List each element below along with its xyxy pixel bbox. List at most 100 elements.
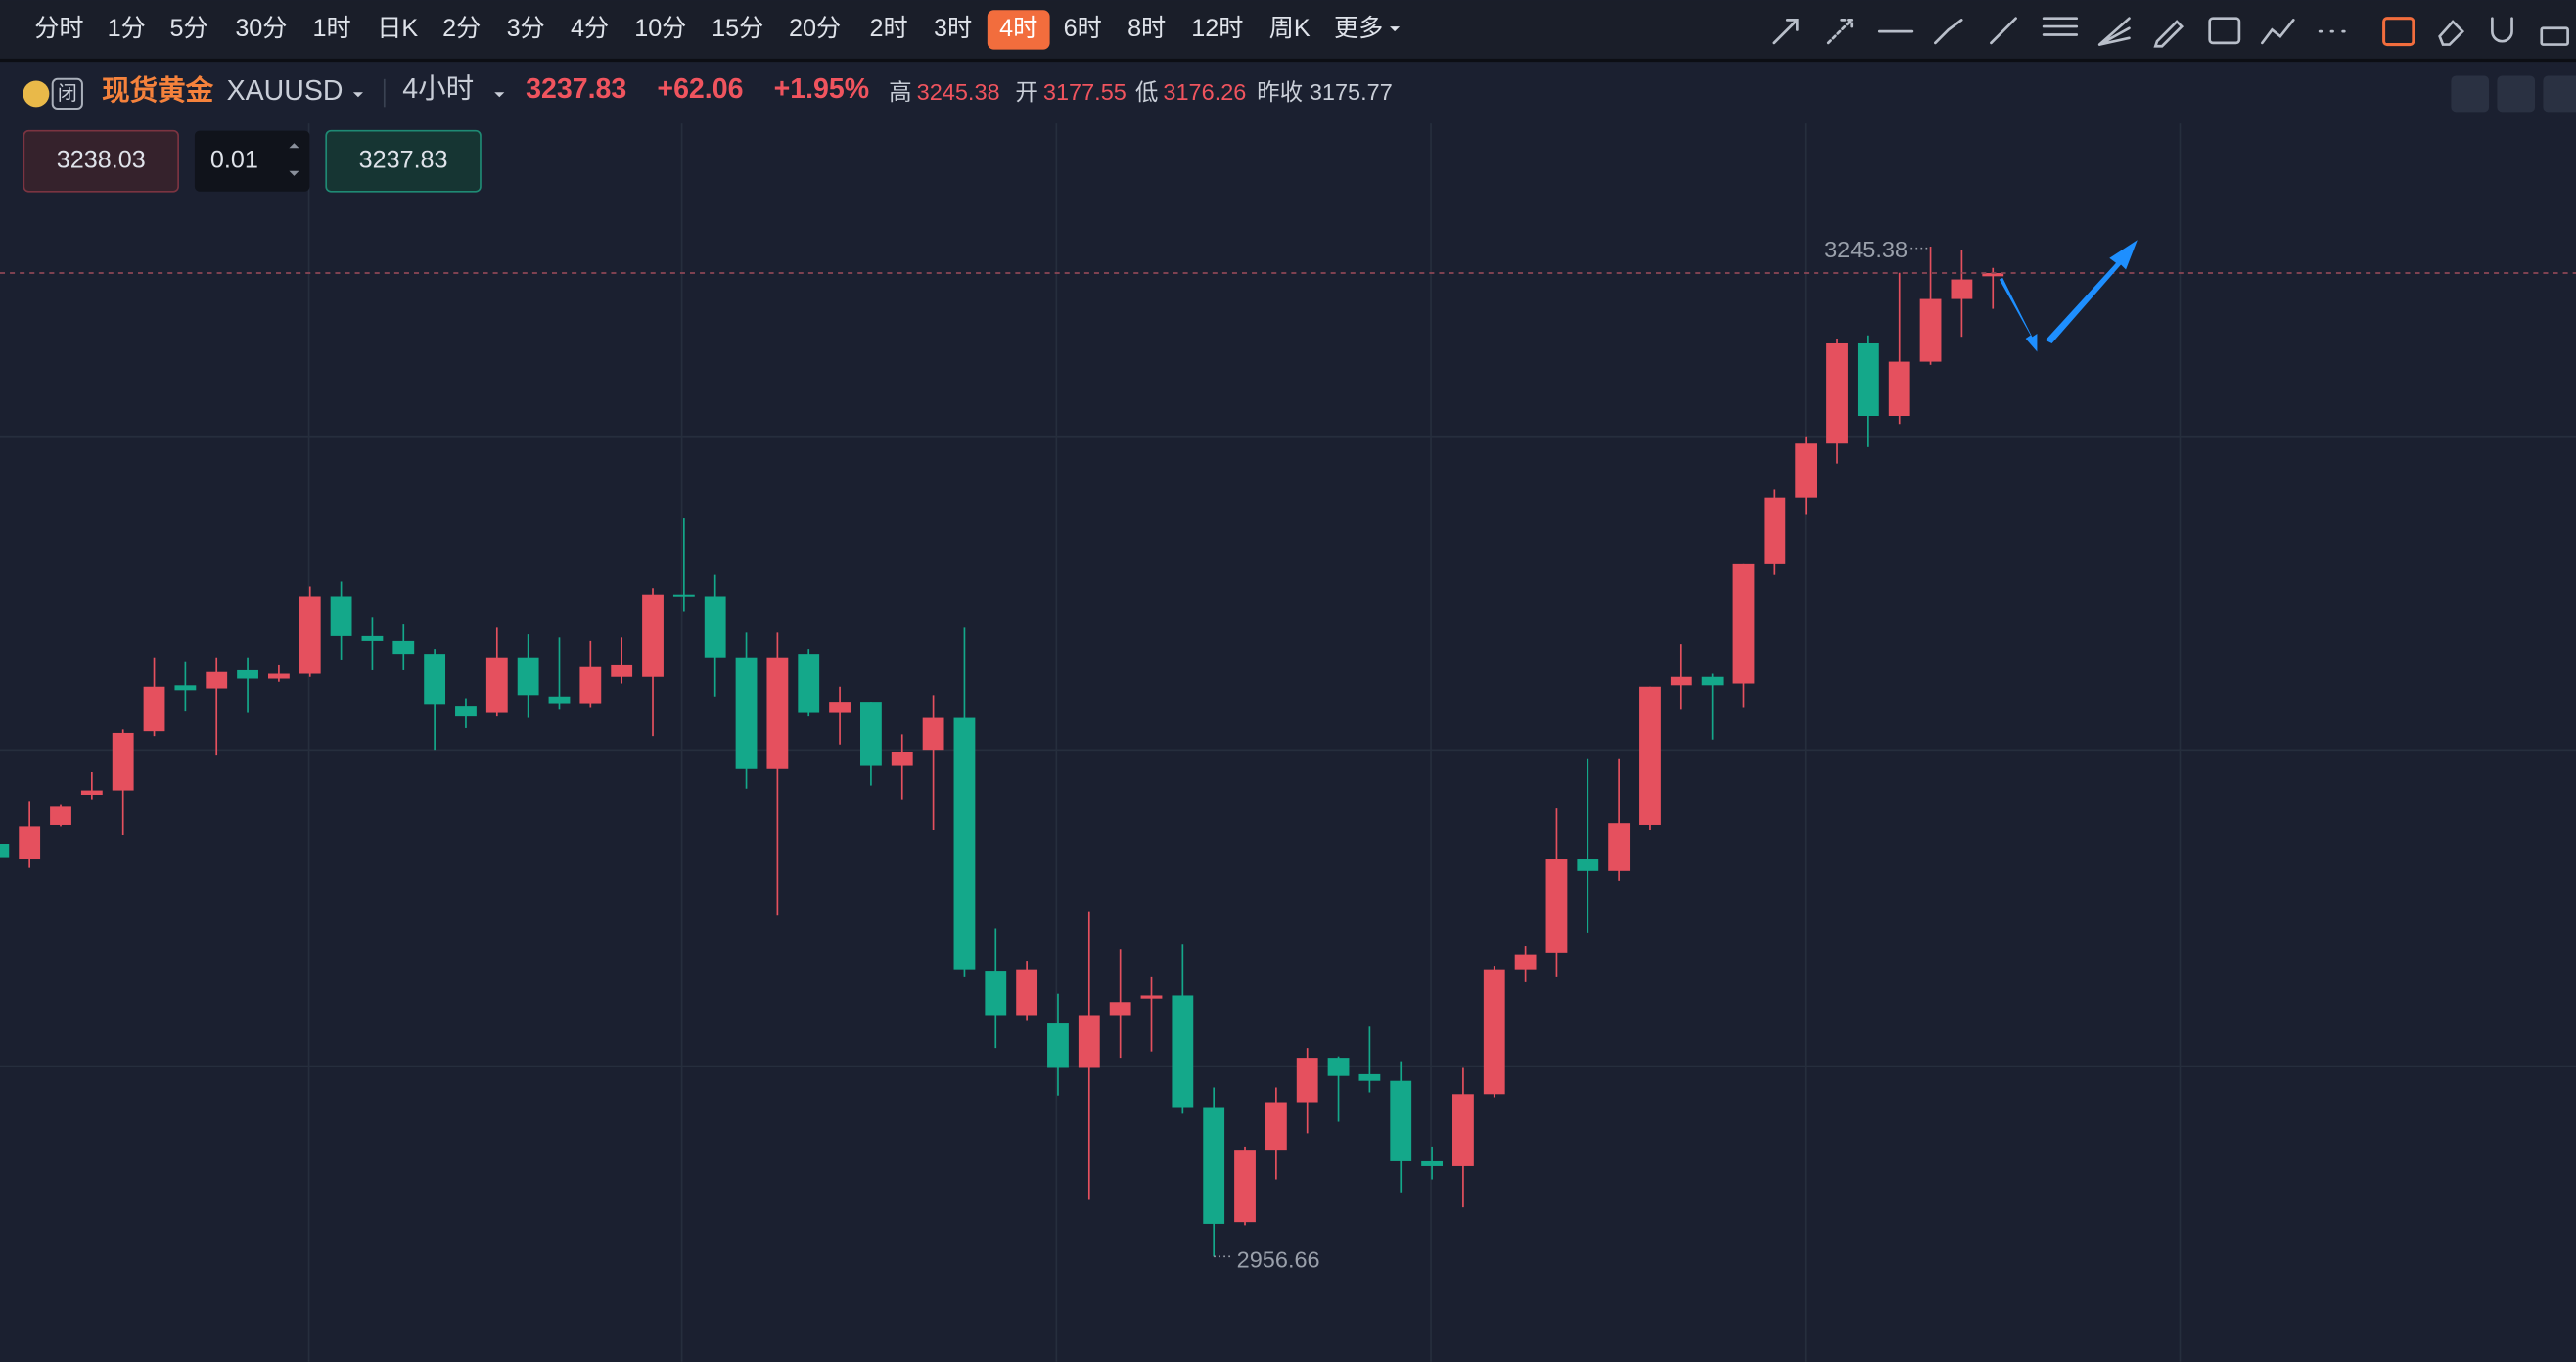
tool-icon[interactable] <box>2042 17 2079 36</box>
stat-label: 开 <box>1015 79 1038 105</box>
candle-body <box>50 806 71 825</box>
more-button[interactable]: 更多 <box>1334 15 1383 42</box>
candle-body <box>922 717 944 751</box>
tool-icon[interactable] <box>2208 17 2241 45</box>
candle-body <box>237 669 258 679</box>
timeframe-tab[interactable]: 6时 <box>1064 15 1102 42</box>
candle-body <box>1016 969 1038 1016</box>
caret <box>494 92 505 98</box>
candle-body <box>1047 1023 1069 1068</box>
quantity-input[interactable] <box>194 130 310 192</box>
drawn-arrow <box>1999 277 2038 352</box>
candle-body <box>1764 497 1786 564</box>
timeframe-tab[interactable]: 3时 <box>934 15 972 42</box>
timeframe-tab[interactable]: 8时 <box>1127 15 1166 42</box>
price-change: +62.06 <box>657 73 743 105</box>
symbol[interactable]: XAUUSD <box>227 75 344 107</box>
market-icon <box>23 80 50 108</box>
candle-body <box>1421 1160 1443 1166</box>
timeframe-tab[interactable]: 15分 <box>712 15 763 42</box>
tool-icon[interactable] <box>1990 17 2017 45</box>
candle-body <box>112 732 134 791</box>
candle-body <box>1514 954 1537 970</box>
caret <box>352 92 363 98</box>
candle-body <box>1857 342 1879 417</box>
timeframe-tab[interactable]: 20分 <box>789 15 841 42</box>
header-button[interactable] <box>2543 75 2576 113</box>
candle-body <box>1390 1080 1412 1161</box>
candle-body <box>1608 823 1631 871</box>
high-label: 3245.38 <box>1824 237 1908 262</box>
candle-body <box>299 596 321 674</box>
candle-body <box>953 717 976 970</box>
timeframe-tab[interactable]: 4分 <box>571 15 609 42</box>
header-button[interactable] <box>2497 75 2536 113</box>
tool-icon[interactable] <box>2153 20 2185 48</box>
candle-body <box>1732 563 1755 684</box>
tool-icon[interactable] <box>1826 19 1854 45</box>
candle-body <box>891 751 913 766</box>
header-button[interactable] <box>2451 75 2490 113</box>
last-price: 3237.83 <box>526 73 626 105</box>
low-label: 2956.66 <box>1237 1248 1320 1273</box>
instrument-name[interactable]: 现货黄金 <box>102 74 214 107</box>
candle-body <box>735 657 758 769</box>
badge: 闭 <box>58 82 77 105</box>
tool-icon[interactable] <box>2097 17 2131 46</box>
candle-body <box>1265 1102 1287 1151</box>
tool-icon[interactable] <box>2438 20 2465 46</box>
candle-body <box>1639 686 1661 825</box>
candle-body <box>1078 1015 1100 1068</box>
candle-body <box>1296 1058 1318 1103</box>
timeframe-tab[interactable]: 周K <box>1269 15 1311 42</box>
candle-body <box>1701 676 1724 686</box>
timeframe-tab[interactable]: 日K <box>377 15 418 42</box>
timeframe-tab[interactable]: 5分 <box>169 15 207 42</box>
candle-body <box>455 706 477 717</box>
stat-label: 低 <box>1135 79 1159 105</box>
timeframe-tabs: 分时 1分 5分 30分 1时 日K 2分 3分 4分 10分 15分 20分 2时 3时 4时 6时 8时 12… <box>34 10 1311 50</box>
tool-icon[interactable] <box>2382 17 2415 47</box>
candle-body <box>579 666 602 704</box>
tool-icon[interactable] <box>2491 17 2513 43</box>
timeframe-tab[interactable]: 分时 <box>34 15 83 42</box>
drawing-tools <box>1772 17 2569 48</box>
timeframe-tab[interactable]: 2分 <box>442 15 481 42</box>
candle-body <box>1234 1150 1256 1223</box>
candle-body <box>0 844 10 858</box>
timeframe-tab[interactable]: 30分 <box>235 15 287 42</box>
stat-value: 3175.77 <box>1310 79 1393 105</box>
candle-body <box>517 657 539 696</box>
buy-button[interactable] <box>325 129 482 193</box>
timeframe-tab[interactable]: 1时 <box>312 15 350 42</box>
sell-button[interactable] <box>23 129 179 193</box>
period[interactable]: 4小时 <box>402 73 474 105</box>
timeframe-tab[interactable]: 1分 <box>108 15 146 42</box>
timeframe-tab[interactable]: 3分 <box>507 15 545 42</box>
tool-icon[interactable] <box>1934 19 1963 45</box>
candle-body <box>860 702 882 766</box>
candle-body <box>1888 361 1910 417</box>
tool-icon[interactable] <box>2261 19 2295 45</box>
timeframe-tab[interactable]: 4时 <box>999 15 1037 42</box>
caret <box>1390 26 1401 32</box>
tool-icon[interactable] <box>1772 19 1799 45</box>
plot: 3245.38 2956.66 <box>0 237 2576 1273</box>
candle-body <box>1577 859 1599 871</box>
candle-body <box>267 673 290 679</box>
stat-label: 高 <box>889 79 912 105</box>
tool-icon[interactable] <box>2540 26 2569 46</box>
candle-body <box>1951 279 1973 299</box>
candle-body <box>143 686 165 732</box>
stat-value: 3177.55 <box>1043 79 1127 105</box>
timeframe-tab[interactable]: 12时 <box>1191 15 1243 42</box>
timeframe-tab[interactable]: 10分 <box>634 15 686 42</box>
candle-body <box>1982 273 2004 277</box>
timeframe-tab[interactable]: 2时 <box>870 15 908 42</box>
candle-body <box>704 596 726 658</box>
candle-body <box>1172 995 1194 1108</box>
